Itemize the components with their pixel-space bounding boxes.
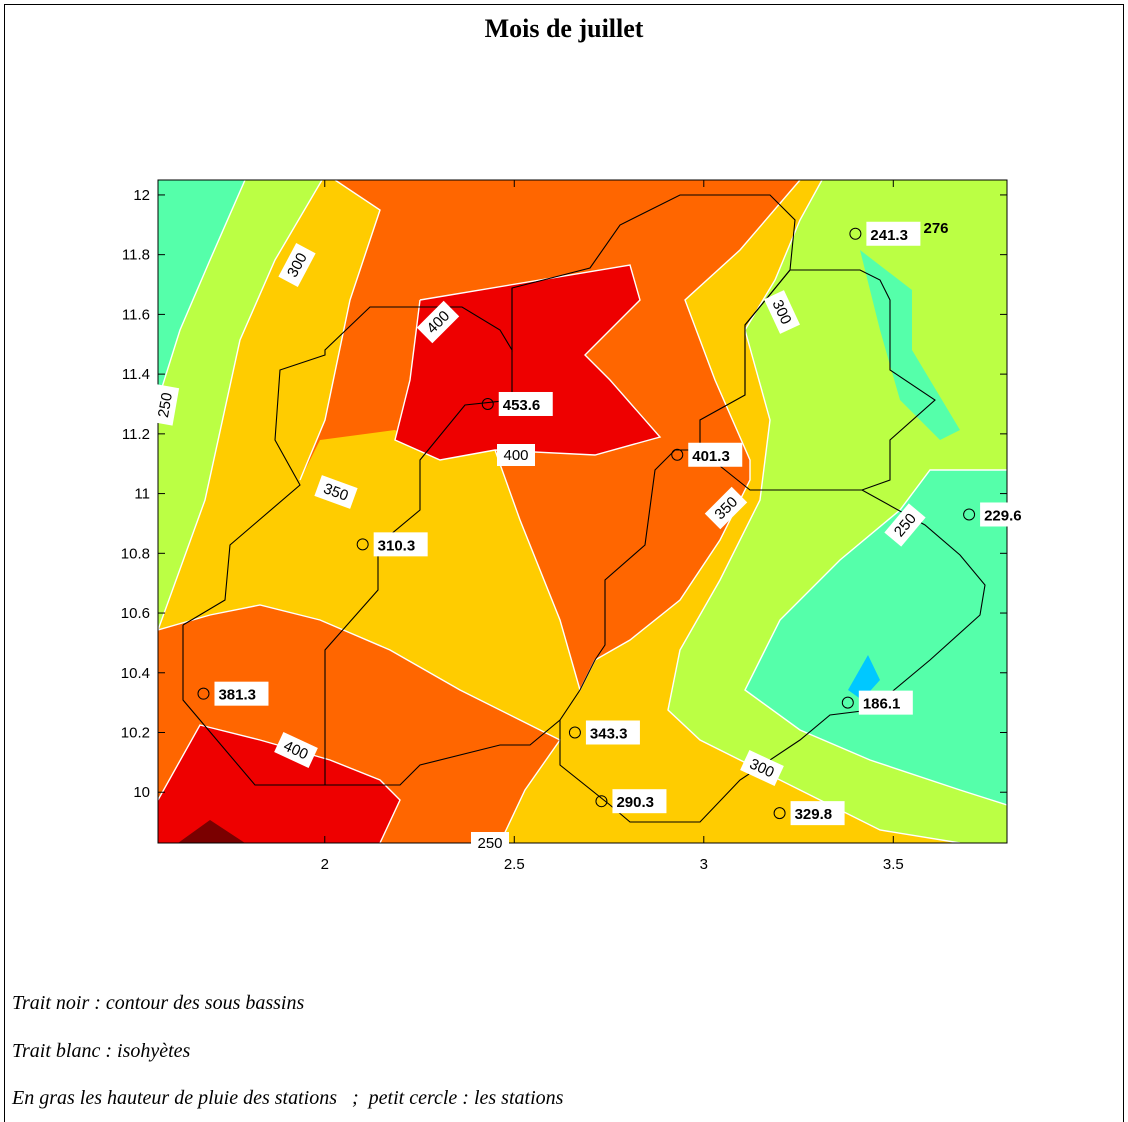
station-marker [197, 687, 210, 700]
isohyet-400-south [158, 724, 401, 843]
station-value-label: 241.3 [866, 221, 921, 246]
station-marker [849, 227, 862, 240]
station-marker [356, 538, 369, 551]
station-value-label: 229.6 [980, 502, 1035, 527]
station-value-label: 310.3 [373, 532, 428, 557]
y-tick-label: 11 [134, 486, 150, 503]
isohyet-200-northwest [158, 180, 246, 401]
y-tick-label: 12 [133, 187, 150, 204]
station-marker [568, 726, 581, 739]
station-marker [963, 508, 976, 521]
station-marker [841, 696, 854, 709]
station-value-label: 381.3 [214, 681, 269, 706]
figure-frame [4, 4, 1124, 1122]
svg-text:241.3: 241.3 [870, 227, 908, 244]
station-marker [671, 448, 684, 461]
y-tick-label: 10.6 [121, 605, 150, 622]
contour-label: 250 [471, 832, 509, 854]
svg-text:400: 400 [503, 447, 528, 464]
stations: 453.6 401.3 310.3 381.3 343.3 290.3 329.8 186.1… [197, 221, 1035, 826]
note-isohyets: Trait blanc : isohyètes [12, 1040, 191, 1062]
isohyet-300-north [299, 180, 381, 481]
svg-text:250: 250 [155, 391, 176, 419]
station-value-label: 401.3 [688, 442, 743, 467]
y-tick-label: 10.2 [121, 725, 150, 742]
x-tick-label: 3.5 [883, 856, 904, 873]
station-marker [481, 397, 494, 410]
zone-200-northeast [860, 250, 960, 440]
chart-title: Mois de juillet [484, 14, 644, 43]
sub-basin-contours [182, 194, 986, 823]
svg-text:290.3: 290.3 [616, 794, 654, 811]
zone-400-south [158, 725, 400, 843]
zone-450-south [178, 820, 245, 843]
y-tick-label: 10 [133, 784, 150, 801]
contour-label: 276 [923, 220, 948, 237]
station-value-label: 453.6 [498, 391, 553, 416]
station-value-label: 329.8 [790, 801, 845, 826]
contour-label: 250 [150, 384, 180, 426]
svg-text:329.8: 329.8 [795, 806, 833, 823]
y-tick-label: 11.6 [122, 306, 150, 323]
zone-200-northwest [158, 180, 245, 400]
isohyet-250-east [744, 469, 1007, 806]
svg-text:343.3: 343.3 [590, 726, 628, 743]
svg-text:381.3: 381.3 [218, 687, 256, 704]
svg-text:186.1: 186.1 [863, 696, 901, 713]
isohyet-300-east [667, 180, 961, 843]
station-marker [773, 807, 786, 820]
zone-250-northwest [158, 180, 322, 630]
svg-text:310.3: 310.3 [378, 537, 416, 554]
isohyet-250-northwest [158, 180, 323, 631]
zone-200-east [745, 470, 1007, 805]
y-axis: 10 10.2 10.4 10.6 10.8 11 11.2 11.4 11.6 11.8 12 [121, 187, 1007, 801]
svg-text:276: 276 [923, 220, 948, 237]
x-axis: 2 2.5 3 3.5 [321, 180, 904, 873]
note-stations: En gras les hauteur de pluie des station… [12, 1087, 564, 1109]
y-tick-label: 11.8 [122, 247, 150, 264]
station-value-label: 343.3 [585, 720, 640, 745]
isohyet-400-north [394, 264, 662, 461]
zone-150 [848, 655, 880, 700]
y-tick-label: 11.4 [122, 366, 150, 383]
y-tick-label: 10.8 [121, 545, 150, 562]
zone-400-north [395, 265, 660, 460]
contour-label: 350 [314, 475, 358, 509]
basin-north [182, 288, 513, 626]
x-tick-label: 2.5 [504, 856, 525, 873]
svg-text:453.6: 453.6 [503, 397, 541, 414]
isohyet-lines [158, 180, 1007, 843]
x-tick-label: 3 [700, 856, 708, 873]
svg-text:229.6: 229.6 [984, 507, 1022, 524]
contour-label: 400 [497, 444, 535, 466]
note-basin-contour: Trait noir : contour des sous bassins [12, 992, 305, 1014]
svg-text:250: 250 [477, 835, 502, 852]
isohyet-350-south [158, 604, 562, 843]
isohyet-350-east [494, 180, 801, 692]
station-marker [595, 795, 608, 808]
station-value-label: 290.3 [612, 789, 667, 814]
basin-east [699, 269, 936, 491]
y-tick-label: 11.2 [122, 426, 150, 443]
x-tick-label: 2 [321, 856, 329, 873]
svg-text:401.3: 401.3 [692, 448, 730, 465]
y-tick-label: 10.4 [121, 665, 150, 682]
station-value-label: 186.1 [858, 690, 913, 715]
basin-west [182, 194, 796, 786]
